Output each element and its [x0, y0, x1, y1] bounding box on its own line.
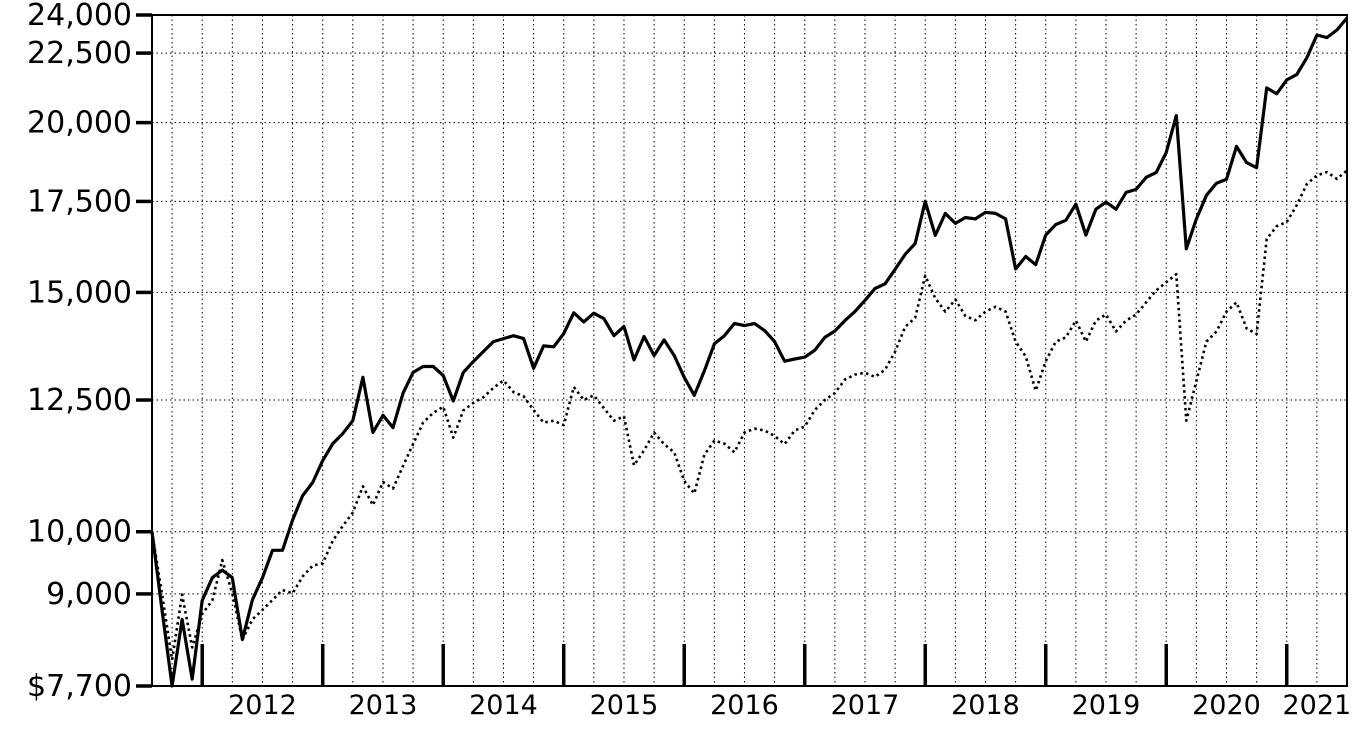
x-year-label: 2017 [831, 690, 900, 721]
plot-frame [151, 14, 1348, 687]
x-year-label: 2018 [951, 690, 1020, 721]
x-year-label: 2015 [590, 690, 659, 721]
x-year-label: 2019 [1072, 690, 1141, 721]
y-tick-label: $7,700 [27, 669, 132, 704]
y-tick-label: 10,000 [27, 515, 132, 550]
x-year-label: 2014 [469, 690, 538, 721]
axes [136, 13, 1348, 688]
y-tick-label: 9,000 [46, 577, 132, 612]
y-tick-label: 20,000 [27, 106, 132, 141]
x-year-label: 2021 [1283, 690, 1352, 721]
y-tick-label: 15,000 [27, 275, 132, 310]
series-lines [150, 16, 1349, 688]
gridlines [152, 15, 1347, 686]
series-solid-line [150, 16, 1349, 688]
y-tick-label: 17,500 [27, 184, 132, 219]
x-year-label: 2016 [710, 690, 779, 721]
y-tick-label: 12,500 [27, 383, 132, 418]
x-year-label: 2013 [349, 690, 418, 721]
series-dotted-line [150, 169, 1348, 662]
x-year-label: 2012 [228, 690, 297, 721]
y-tick-label: 24,000 [27, 0, 132, 33]
x-year-label: 2020 [1192, 690, 1261, 721]
y-tick-label: 22,500 [27, 36, 132, 71]
